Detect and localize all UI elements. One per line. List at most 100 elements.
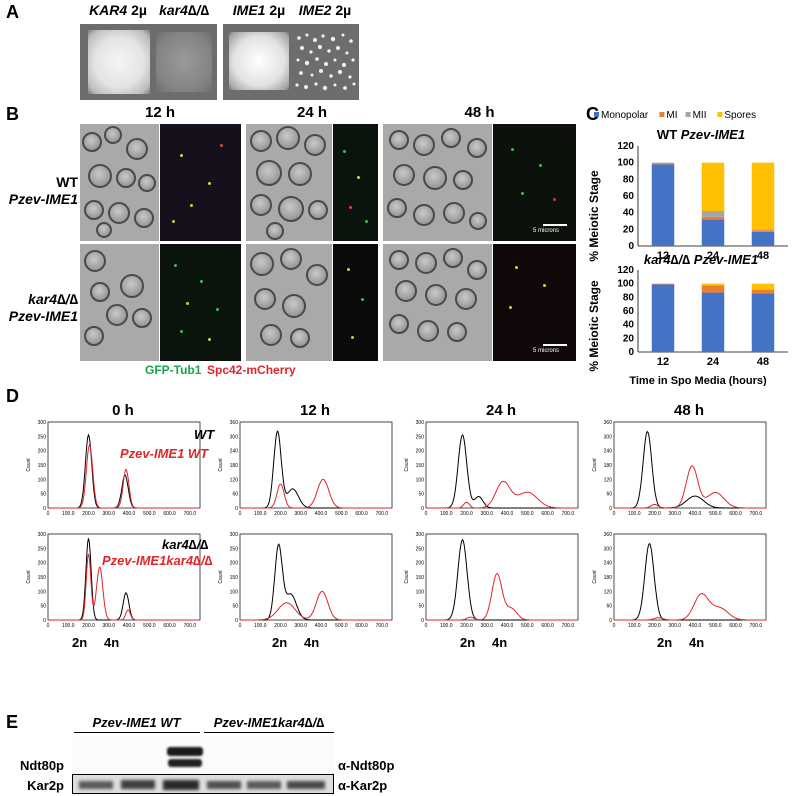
flow-ytick: 300 <box>416 532 425 538</box>
flow-ytick: 120 <box>604 589 613 595</box>
flow-xtick: 300.0 <box>669 511 682 517</box>
flow-xtick: 0 <box>47 511 50 517</box>
flow-curve-black <box>614 542 766 621</box>
flow-ytick: 180 <box>230 463 239 469</box>
flow-frame <box>425 533 579 621</box>
legend-swatch-monopolar <box>594 112 599 117</box>
bar-monopolar-48 <box>751 293 775 352</box>
flow-xtick: 700.0 <box>750 623 763 629</box>
flow-xtick: 0 <box>425 623 428 629</box>
fluor-wt-48h: 5 microns <box>493 124 576 241</box>
flow-curve-black <box>240 543 392 621</box>
chart-c-xlabel: Time in Spo Media (hours) <box>629 375 767 386</box>
flow-xtick: 600.0 <box>541 511 554 517</box>
flow-ytick: 300 <box>416 420 425 426</box>
ploidy-4n-2: 4n <box>492 635 508 650</box>
scale-bar-label: 5 microns <box>533 228 560 234</box>
flow-xtick: 200.0 <box>274 623 287 629</box>
flow-curve-red <box>48 444 200 509</box>
panel-label-d: D <box>6 386 19 406</box>
chart-c-title-wt: WT Pzev-IME1 <box>657 127 745 142</box>
brightfield-kar4-12h <box>80 244 159 361</box>
flow-ytick: 50 <box>418 492 424 498</box>
flow-xtick: 400.0 <box>689 511 702 517</box>
legend-swatch-spores <box>717 112 723 117</box>
brightfield-wt-12h <box>80 124 159 241</box>
flow-legend-pzev-kar4: Pzev-IME1kar4∆/∆ <box>102 553 213 568</box>
wb-group2-line <box>204 732 334 733</box>
flow-xtick: 700.0 <box>562 623 575 629</box>
bar-monopolar-48 <box>751 231 775 246</box>
flow-xtick: 300.0 <box>103 511 116 517</box>
legend-label-monopolar: Monopolar <box>601 110 649 121</box>
flow-curve-red <box>48 553 200 621</box>
fluor-kar4-12h <box>160 244 241 361</box>
flow-legend-wt: WT <box>194 427 215 442</box>
flow-xtick: 600.0 <box>355 623 368 629</box>
panel-label-c: C <box>586 104 599 124</box>
flow-xtick: 400.0 <box>123 511 136 517</box>
flow-ylabel: Count <box>26 570 32 584</box>
flow-ylabel: Count <box>592 570 598 584</box>
band-kar2-6 <box>287 781 325 789</box>
flow-ytick: 300 <box>38 420 47 426</box>
flow-time-label-0: 0 h <box>112 402 134 419</box>
flow-xtick: 400.0 <box>501 511 514 517</box>
flow-xtick: 400.0 <box>689 623 702 629</box>
brightfield-kar4-24h <box>246 244 332 361</box>
wb-group1-label: Pzev-IME1 WT <box>92 715 181 730</box>
flow-ytick: 120 <box>230 477 239 483</box>
flow-time-label-2: 24 h <box>485 402 516 419</box>
bar-mii-24 <box>701 285 725 286</box>
flow-xtick: 100.0 <box>254 623 267 629</box>
flow-xtick: 200.0 <box>648 623 661 629</box>
meiotic-stage-charts: Monopolar MI MII Spores WT Pzev-IME1 kar4∆/… <box>587 110 788 386</box>
wb-row1-left-label: Ndt80p <box>19 758 64 773</box>
ploidy-2n-3: 2n <box>657 635 673 650</box>
flow-ytick: 60 <box>232 492 238 498</box>
flow-xtick: 700.0 <box>184 511 197 517</box>
blot-ndt80-membrane <box>72 737 334 775</box>
flow-xtick: 400.0 <box>123 623 136 629</box>
flow-histogram-r2-c1: 0 50 100 150 200 250 300 0 100.0 200.0 300.0 400.0 5… <box>26 532 201 629</box>
flow-xtick: 600.0 <box>729 623 742 629</box>
ploidy-2n-1: 2n <box>272 635 288 650</box>
flow-ytick: 100 <box>230 589 239 595</box>
flow-ytick: 50 <box>418 604 424 610</box>
wb-group2-label: Pzev-IME1kar4∆/∆ <box>213 715 325 730</box>
ploidy-2n-0: 2n <box>72 635 88 650</box>
band-kar2-5 <box>247 781 281 789</box>
flow-xtick: 100.0 <box>254 511 267 517</box>
flow-histogram-r2-c4: 0 60 120 180 240 300 360 0 100.0 200.0 300.0 400.0 5… <box>592 532 767 629</box>
flow-frame <box>47 421 201 509</box>
legend-gfp-tub1: GFP-Tub1 <box>145 363 202 377</box>
flow-xtick: 0 <box>47 623 50 629</box>
chart-c-ytick: 80 <box>623 292 635 303</box>
chart-c-plot-2: 0 20 40 60 80 100 120 12 24 48 <box>617 265 788 368</box>
flow-ytick: 60 <box>606 604 612 610</box>
chart-c-ytick: 20 <box>623 333 635 344</box>
bar-mii-48 <box>751 289 775 290</box>
flow-ytick: 150 <box>38 463 47 469</box>
flow-frame <box>47 533 201 621</box>
bar-spores-24 <box>701 283 725 286</box>
flow-xtick: 700.0 <box>184 623 197 629</box>
flow-ytick: 150 <box>38 575 47 581</box>
fluor-wt-24h <box>333 124 378 241</box>
chart-c-xtick: 12 <box>657 356 669 368</box>
flow-ytick: 360 <box>604 420 613 426</box>
brightfield-wt-24h <box>246 124 332 241</box>
flow-xtick: 400.0 <box>315 623 328 629</box>
flow-ytick: 200 <box>416 561 425 567</box>
flow-xtick: 300.0 <box>481 511 494 517</box>
bar-monopolar-24 <box>701 219 725 246</box>
flow-xtick: 0 <box>239 511 242 517</box>
chart-c-ytick: 80 <box>623 174 635 185</box>
chart-c-ytick: 0 <box>628 241 634 252</box>
flow-frame <box>425 421 579 509</box>
flow-curve-red <box>240 590 392 621</box>
scale-bar-line <box>543 224 567 226</box>
flow-histogram-r1-c2: 0 60 120 180 240 300 360 0 100.0 200.0 300.0 400.0 5… <box>218 420 393 517</box>
chart-c-ytick: 120 <box>617 265 634 276</box>
brightfield-kar4-48h <box>383 244 492 361</box>
